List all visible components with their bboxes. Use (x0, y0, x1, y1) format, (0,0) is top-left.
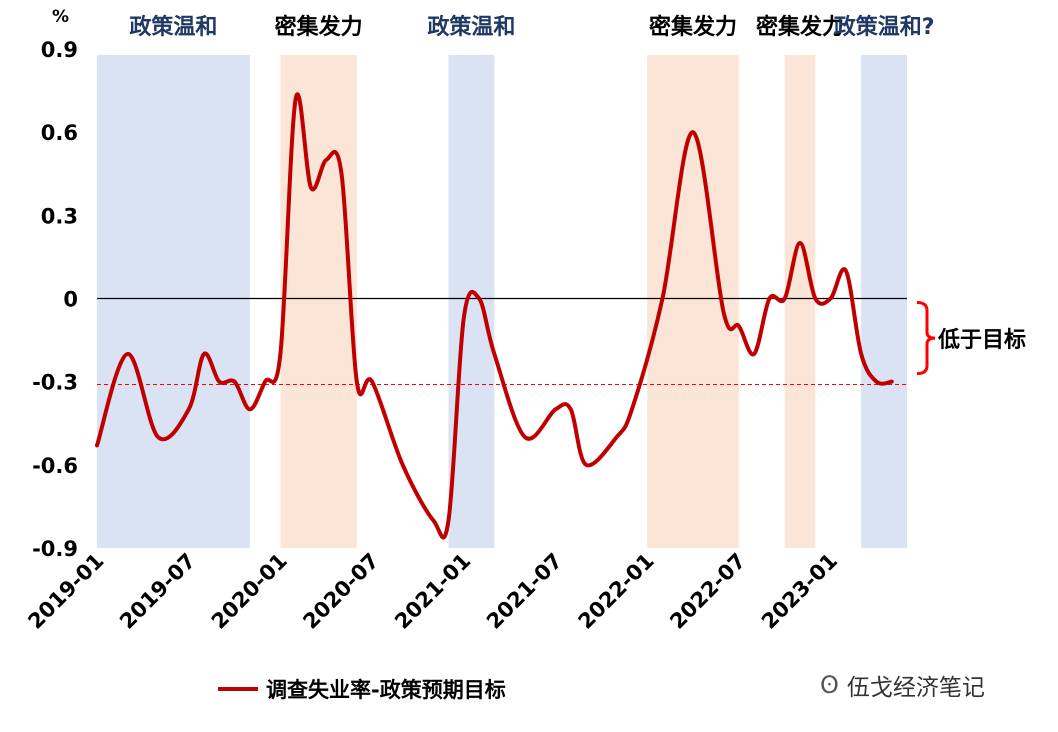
band-5 (861, 55, 907, 548)
band-label-1: 密集发力 (275, 14, 363, 40)
band-2 (448, 55, 495, 548)
watermark-text: 伍戈经济笔记 (846, 675, 985, 701)
background-bands (97, 55, 907, 548)
y-tick-label: -0.9 (32, 537, 78, 561)
band-label-5: 政策温和? (834, 14, 935, 40)
legend-label: 调查失业率-政策预期目标 (266, 678, 506, 702)
x-tick-label: 2022-07 (665, 549, 750, 634)
x-tick-label: 2020-07 (299, 549, 384, 634)
unit-label: % (52, 7, 69, 27)
wechat-icon: ʘ (820, 671, 839, 699)
series-line (95, 92, 894, 540)
band-0 (97, 55, 250, 548)
y-tick-label: 0.3 (41, 204, 78, 228)
band-label-3: 密集发力 (649, 14, 737, 40)
y-tick-label: 0.9 (41, 38, 78, 62)
band-label-0: 政策温和 (129, 14, 217, 40)
legend-swatch (218, 687, 258, 691)
y-tick-label: 0.6 (41, 121, 78, 145)
band-label-4: 密集发力 (756, 14, 844, 40)
y-axis-ticks: 0.9 0.6 0.3 0 -0.3 -0.6 -0.9 (32, 38, 78, 561)
below-target-brace (916, 301, 936, 376)
x-tick-label: 2019-07 (115, 549, 200, 634)
y-tick-label: -0.6 (32, 454, 78, 478)
y-tick-label: -0.3 (32, 371, 78, 395)
x-tick-label: 2021-07 (482, 549, 567, 634)
x-tick-label: 2020-01 (207, 549, 292, 634)
legend: 调查失业率-政策预期目标 (218, 674, 506, 704)
band-4 (784, 55, 816, 548)
band-label-2: 政策温和 (427, 14, 515, 40)
x-tick-label: 2023-01 (757, 549, 842, 634)
x-tick-label: 2019-01 (23, 549, 108, 634)
x-axis-ticks: 2019-01 2019-07 2020-01 2020-07 2021-01 2021-… (23, 549, 842, 634)
x-tick-label: 2022-01 (574, 549, 659, 634)
x-tick-label: 2021-01 (390, 549, 475, 634)
watermark: ʘ 伍戈经济笔记 (820, 668, 985, 702)
below-target-label: 低于目标 (938, 328, 1027, 353)
y-tick-label: 0 (63, 288, 78, 312)
